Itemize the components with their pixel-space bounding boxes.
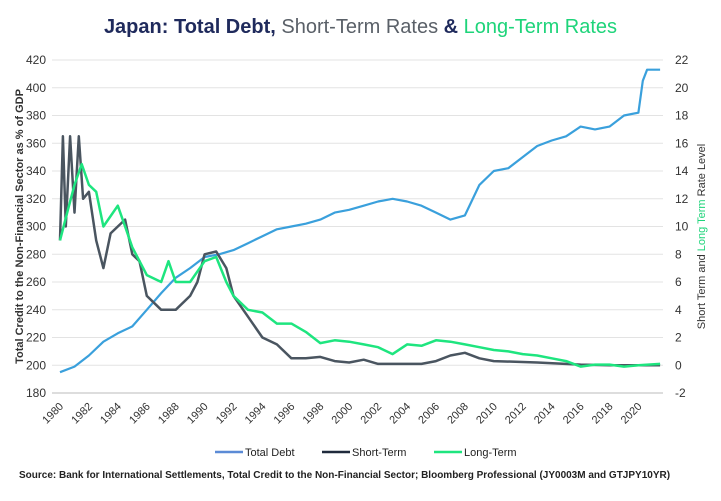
x-tick-label: 2018 <box>590 401 616 427</box>
y-left-tick-label: 360 <box>26 136 46 150</box>
y-left-tick-label: 240 <box>26 303 46 317</box>
y-right-tick-label: 0 <box>675 358 682 372</box>
y-left-tick-label: 300 <box>26 220 46 234</box>
series-line-short-term <box>58 135 661 367</box>
x-tick-label: 2006 <box>416 401 442 427</box>
y-left-tick-label: 340 <box>26 164 46 178</box>
x-tick-label: 2000 <box>330 401 356 427</box>
legend-label: Total Debt <box>245 447 295 459</box>
x-tick-label: 2008 <box>445 401 471 427</box>
y-right-tick-label: 12 <box>675 192 689 206</box>
x-tick-label: 1996 <box>272 401 298 427</box>
y-right-tick-label: 22 <box>675 53 689 67</box>
y-left-tick-label: 380 <box>26 109 46 123</box>
x-tick-label: 2020 <box>619 401 645 427</box>
source-note: Source: Bank for International Settlemen… <box>19 470 671 481</box>
x-tick-label: 1998 <box>301 401 327 427</box>
title-part: & <box>438 16 464 38</box>
x-tick-label: 1988 <box>156 401 182 427</box>
legend-label: Long-Term <box>464 447 517 459</box>
y-left-tick-label: 200 <box>26 358 46 372</box>
title-part: , <box>270 16 282 38</box>
x-tick-label: 1980 <box>40 401 66 427</box>
y-right-label-part: Rate Level <box>696 144 708 200</box>
x-tick-label: 1992 <box>214 401 240 427</box>
chart-title: Japan: Total Debt, Short-Term Rates & Lo… <box>0 16 721 39</box>
y-right-tick-label: 10 <box>675 220 689 234</box>
y-left-tick-label: 260 <box>26 275 46 289</box>
y-right-axis-label: Short Term and Long Term Rate Level <box>696 144 708 330</box>
y-right-label-part: Short Term and <box>696 251 708 329</box>
y-right-label-part: Long Term <box>696 199 708 251</box>
y-left-tick-label: 280 <box>26 247 46 261</box>
y-left-tick-label: 220 <box>26 331 46 345</box>
x-tick-label: 2014 <box>532 401 558 427</box>
y-left-tick-label: 420 <box>26 53 46 67</box>
y-right-tick-label: 16 <box>675 136 689 150</box>
x-tick-label: 1994 <box>243 401 269 427</box>
x-tick-label: 2010 <box>474 401 500 427</box>
x-tick-label: 1986 <box>127 401 153 427</box>
y-right-tick-label: 4 <box>675 303 682 317</box>
x-tick-label: 1982 <box>69 401 95 427</box>
series-line-long-term <box>58 162 661 368</box>
x-tick-label: 1990 <box>185 401 211 427</box>
y-left-tick-label: 180 <box>26 386 46 400</box>
title-part: Japan: Total Debt <box>103 16 271 38</box>
y-right-tick-label: 20 <box>675 81 689 95</box>
title-part: Long-Term Rates <box>463 16 618 38</box>
y-right-tick-label: 18 <box>675 109 689 123</box>
legend-label: Short-Term <box>352 447 406 459</box>
x-tick-label: 2002 <box>358 401 384 427</box>
y-right-tick-label: -2 <box>675 386 686 400</box>
y-right-tick-label: 8 <box>675 247 682 261</box>
y-left-tick-label: 320 <box>26 192 46 206</box>
y-right-tick-label: 6 <box>675 275 682 289</box>
y-right-tick-label: 14 <box>675 164 689 178</box>
x-tick-label: 2004 <box>387 401 413 427</box>
x-tick-label: 2012 <box>503 401 529 427</box>
x-tick-label: 2016 <box>561 401 587 427</box>
y-left-tick-label: 400 <box>26 81 46 95</box>
y-left-axis-label: Total Credit to the Non-Financial Sector… <box>14 89 26 364</box>
x-tick-label: 1984 <box>98 401 124 427</box>
series-line-total-debt <box>59 68 661 374</box>
title-part: Short-Term Rates <box>281 16 439 38</box>
y-right-tick-label: 2 <box>675 331 682 345</box>
